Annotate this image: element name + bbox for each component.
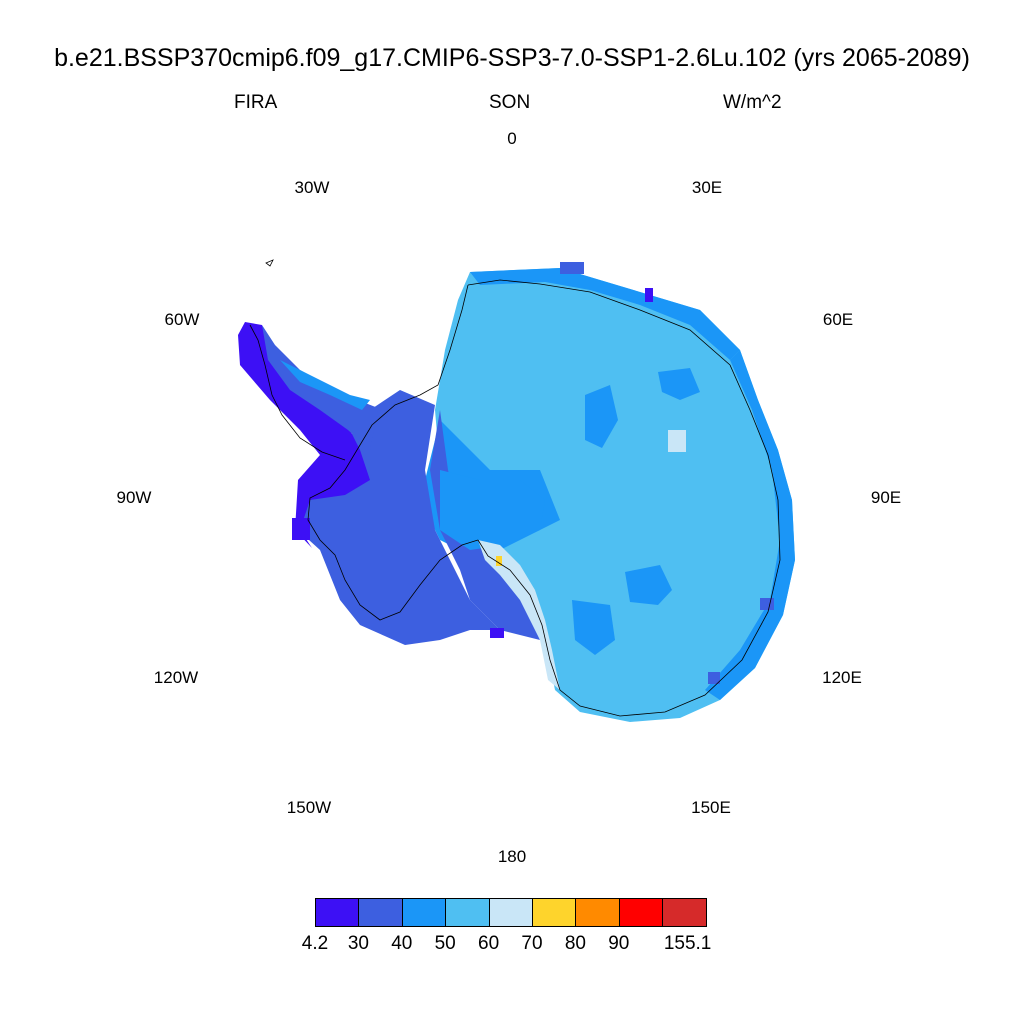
interior-patch	[572, 600, 615, 655]
coastal-fringe	[470, 268, 740, 360]
colorbar-swatch	[618, 898, 664, 927]
colorbar-label: 155.1	[663, 933, 712, 954]
colorbar-label: 40	[391, 933, 413, 954]
antarctic-peninsula	[238, 322, 370, 548]
longitude-label-60w: 60W	[164, 310, 200, 329]
warm-cell	[496, 556, 502, 566]
colorbar-label: 60	[478, 933, 500, 954]
longitude-label-60e: 60E	[822, 310, 854, 329]
colorbar-swatch	[358, 898, 403, 927]
colorbar-swatch	[488, 898, 533, 927]
colorbar-swatch	[662, 898, 707, 927]
interior-patch	[585, 385, 618, 448]
coastal-fringe	[705, 350, 795, 700]
plot-title: b.e21.BSSP370cmip6.f09_g17.CMIP6-SSP3-7.…	[54, 44, 970, 72]
longitude-label-150e: 150E	[691, 798, 731, 817]
longitude-label-90w: 90W	[116, 488, 152, 507]
longitude-label-30e: 30E	[691, 178, 723, 197]
colorbar-swatch	[445, 898, 490, 927]
interior-patch	[625, 565, 672, 605]
east-antarctica-region	[435, 268, 795, 722]
antarctica-continent	[238, 259, 795, 722]
light-cell	[668, 430, 686, 452]
longitude-label-120e: 120E	[822, 668, 862, 687]
outlier-cell	[490, 628, 504, 638]
colorbar-label: 4.2	[301, 933, 329, 954]
outlier-cell	[292, 518, 310, 540]
colorbar-label: 90	[608, 933, 630, 954]
ross-ice-shelf	[478, 540, 560, 690]
colorbar-label: 30	[347, 933, 369, 954]
colorbar-swatch	[315, 898, 360, 927]
outlier-cell	[760, 598, 774, 610]
coastline	[307, 279, 781, 717]
longitude-label-150w: 150W	[286, 798, 332, 817]
colorbar-label: 80	[564, 933, 586, 954]
outlier-cell	[645, 288, 653, 302]
peninsula-coast-fringe	[280, 360, 370, 410]
longitude-label-30w: 30W	[294, 178, 330, 197]
longitude-label-90e: 90E	[870, 488, 902, 507]
variable-label: FIRA	[234, 92, 278, 113]
colorbar-label: 50	[434, 933, 456, 954]
outlier-cell	[560, 262, 584, 274]
units-label: W/m^2	[723, 92, 782, 113]
longitude-label-0: 0	[507, 129, 517, 148]
colorbar-swatch	[401, 898, 447, 927]
small-island	[265, 259, 274, 267]
outlier-cell	[708, 672, 720, 684]
season-label: SON	[489, 92, 531, 113]
west-antarctica-region	[440, 470, 545, 550]
colorbar-swatch	[575, 898, 620, 927]
longitude-label-180: 180	[497, 847, 527, 866]
colorbar-label: 70	[521, 933, 543, 954]
longitude-label-120w: 120W	[153, 668, 199, 687]
peninsula-coastline	[249, 324, 346, 461]
colorbar-swatch	[532, 898, 577, 927]
interior-patch	[658, 368, 700, 400]
